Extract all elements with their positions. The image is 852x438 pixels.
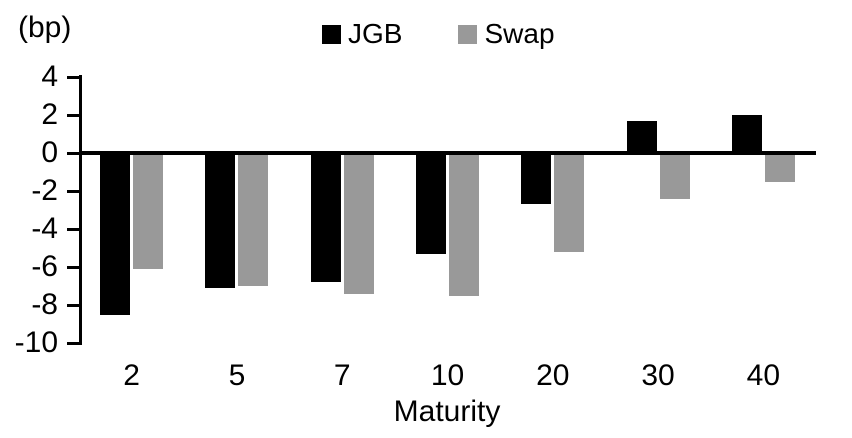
y-axis-unit-label: (bp) [18,11,72,44]
swap-legend-label: Swap [484,18,555,49]
y-tick-label: -4 [31,212,58,245]
bar-swap-5 [238,153,269,286]
y-tick-mark [67,265,79,269]
x-tick-label: 40 [746,359,781,392]
x-tick-label: 7 [333,359,351,392]
y-tick-label: 4 [41,60,58,93]
bar-swap-20 [554,153,585,252]
legend-item-swap: Swap [458,18,555,49]
bar-swap-40 [764,153,795,182]
bar-jgb-30 [626,120,657,153]
y-tick-label: -6 [31,250,58,283]
bar-jgb-2 [100,153,131,315]
y-tick-label: 2 [41,98,58,131]
y-tick-mark [67,303,79,307]
x-axis-zero-line [79,151,816,155]
y-tick-label: 0 [41,136,58,169]
y-tick-mark [67,113,79,117]
y-tick-label: -8 [31,288,58,321]
y-tick-mark [67,75,79,79]
y-axis-line [79,75,82,345]
y-tick-mark [67,227,79,231]
jgb-legend-swatch-icon [322,24,341,44]
bar-jgb-20 [521,153,552,205]
bar-swap-2 [133,153,164,269]
bar-jgb-40 [731,115,762,153]
bar-swap-7 [343,153,374,294]
y-tick-mark [67,151,79,155]
x-tick-label: 20 [536,359,570,392]
legend-item-jgb: JGB [322,20,402,48]
x-tick-label: 10 [430,359,465,392]
bar-jgb-10 [416,153,446,254]
y-tick-label: -2 [31,174,58,207]
y-tick-label: -10 [14,326,58,359]
y-tick-mark [67,341,79,345]
bar-swap-10 [449,153,479,296]
jgb-legend-label: JGB [348,18,403,49]
y-tick-mark [67,189,79,193]
legend: JGB Swap [322,20,555,48]
bar-swap-30 [659,153,690,199]
x-tick-label: 5 [228,359,246,392]
x-axis-title: Maturity [393,395,501,428]
bar-jgb-7 [310,153,341,283]
x-tick-label: 2 [123,359,140,392]
bar-jgb-5 [205,153,236,288]
x-tick-label: 30 [641,359,675,392]
swap-legend-swatch-icon [458,24,478,44]
